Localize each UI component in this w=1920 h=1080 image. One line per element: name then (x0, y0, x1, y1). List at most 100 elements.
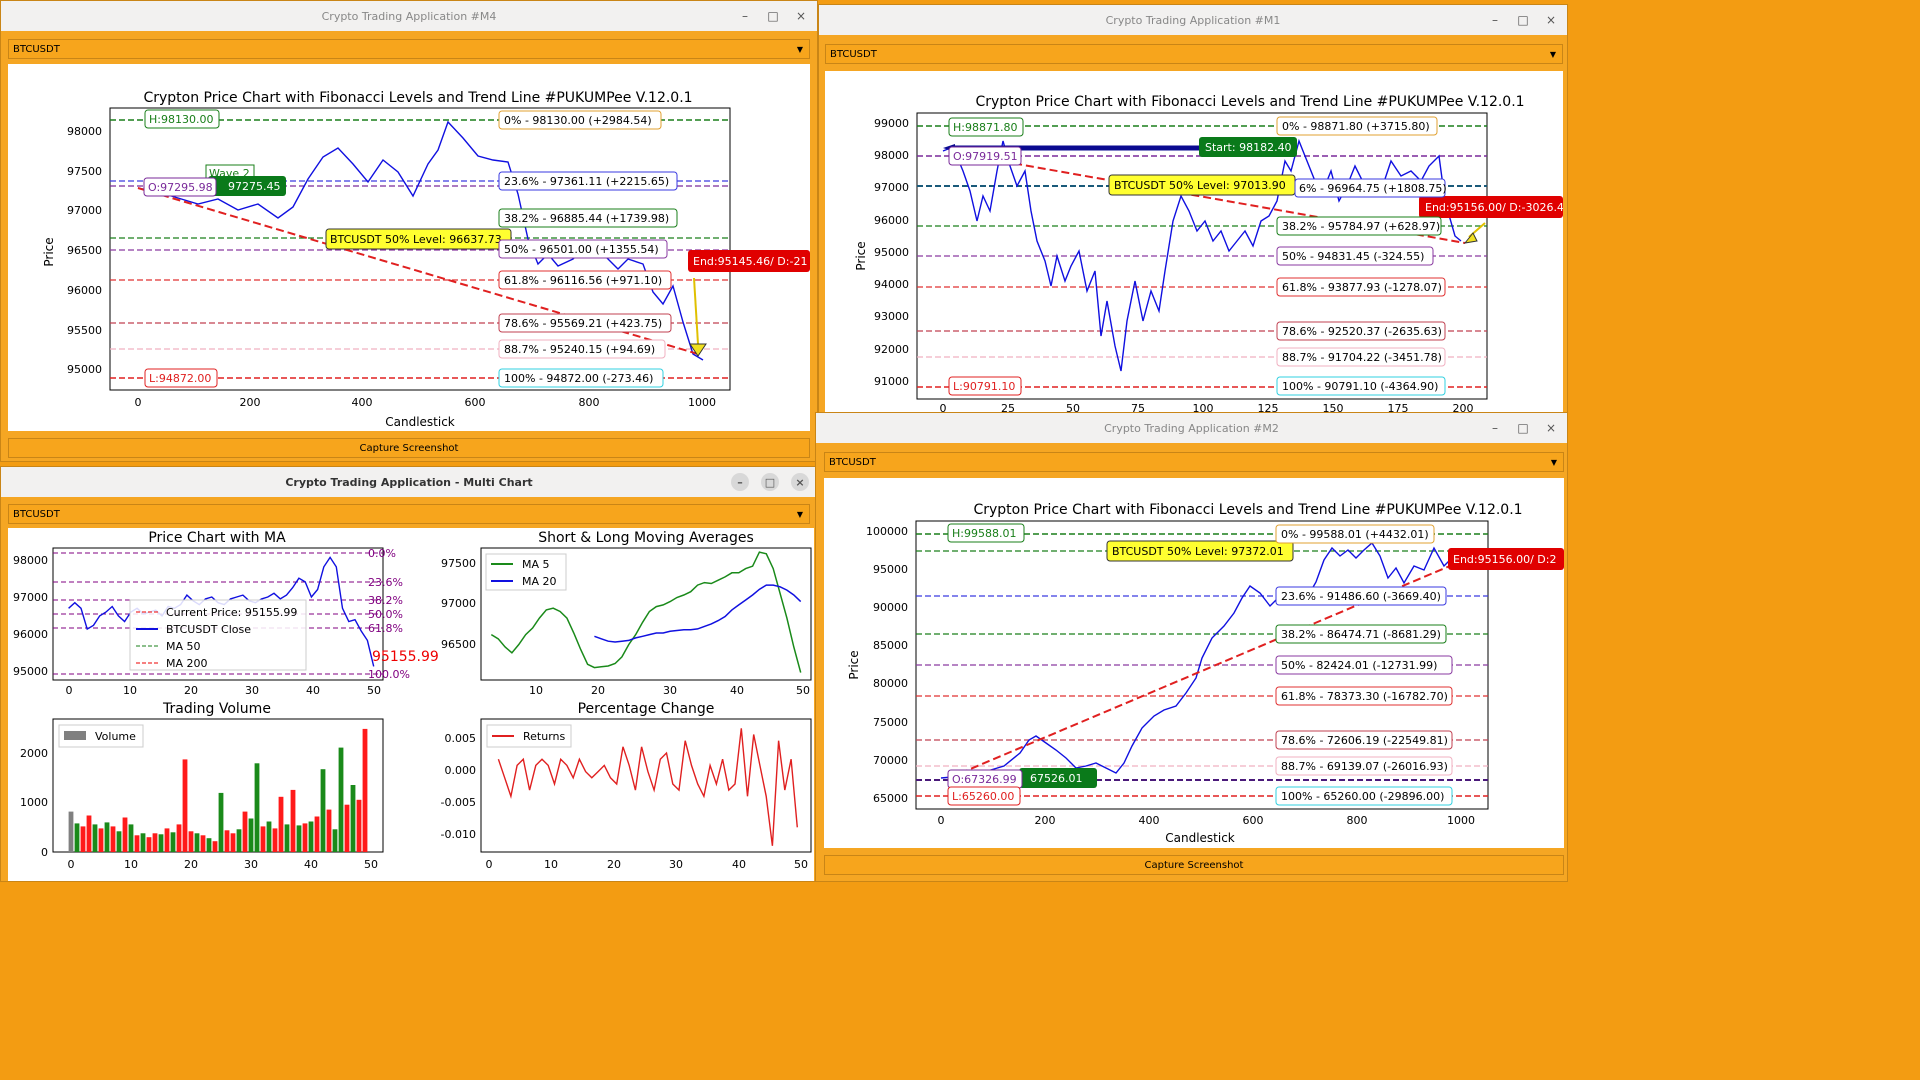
high-label: H:98871.80 (948, 117, 1024, 137)
x-tick: 40 (306, 684, 320, 697)
x-tick: 0 (68, 858, 75, 871)
volume-bar (224, 830, 230, 852)
y-tick: 96500 (67, 244, 102, 257)
x-tick: 30 (663, 684, 677, 697)
returns-line (497, 728, 798, 846)
x-tick: 150 (1323, 402, 1344, 415)
volume-bar (164, 828, 170, 852)
minimize-icon[interactable]: – (1492, 421, 1498, 435)
x-tick: 30 (669, 858, 683, 871)
volume-bar (110, 826, 116, 852)
fib-label: 50% - 94831.45 (-324.55) (1282, 250, 1424, 263)
chevron-down-icon: ▼ (1550, 457, 1557, 467)
y-tick: 97500 (441, 557, 476, 570)
volume-bar (122, 817, 128, 852)
y-tick: 1000 (20, 796, 48, 809)
maximize-icon[interactable]: □ (1517, 421, 1529, 435)
x-tick: 40 (304, 858, 318, 871)
start-label: 67526.01 (1019, 768, 1097, 788)
volume-bar (362, 728, 368, 852)
close-icon[interactable]: × (791, 473, 809, 491)
volume-bar (74, 823, 80, 852)
maximize-icon[interactable]: □ (1517, 13, 1529, 27)
titlebar-multi[interactable]: Crypto Trading Application - Multi Chart… (1, 467, 817, 497)
x-tick: 10 (124, 858, 138, 871)
x-tick: 20 (184, 858, 198, 871)
window-title: Crypto Trading Application - Multi Chart (285, 475, 533, 489)
volume-bar (104, 822, 110, 852)
window-title: Crypto Trading Application #M2 (1104, 421, 1279, 435)
current-price-text: 95155.99 (372, 649, 439, 665)
fib-pct-label: 0.0% (368, 547, 396, 560)
symbol-select[interactable]: BTCUSDT ▼ (8, 39, 810, 59)
capture-screenshot-button[interactable]: Capture Screenshot (824, 855, 1564, 875)
y-tick: 75000 (873, 716, 908, 729)
y-tick: 0.005 (445, 732, 477, 745)
low-label-text: L:90791.10 (953, 380, 1015, 393)
maximize-icon[interactable]: □ (767, 9, 779, 23)
minimize-icon[interactable]: – (1492, 13, 1498, 27)
fib-pct-label: 61.8% (368, 622, 403, 635)
fib-label: 61.8% - 93877.93 (-1278.07) (1282, 281, 1442, 294)
legend-item: Current Price: 95155.99 (166, 606, 297, 619)
chart-canvas: Crypton Price Chart with Fibonacci Level… (824, 478, 1564, 848)
close-icon[interactable]: × (1545, 421, 1557, 435)
symbol-select[interactable]: BTCUSDT ▼ (825, 44, 1563, 64)
chart-canvas: Crypton Price Chart with Fibonacci Level… (8, 64, 810, 431)
titlebar-m4[interactable]: Crypto Trading Application #M4 – □ × (1, 1, 817, 31)
window-multi: Crypto Trading Application - Multi Chart… (0, 466, 818, 882)
volume-bar (314, 816, 320, 852)
x-tick: 0 (135, 396, 142, 409)
y-tick: 2000 (20, 747, 48, 760)
fib-label: 61.8% - 78373.30 (-16782.70) (1281, 690, 1448, 703)
legend-swatch (64, 731, 86, 740)
volume-bar (212, 841, 218, 852)
chart-canvas: Crypton Price Chart with Fibonacci Level… (825, 71, 1564, 415)
y-tick: 0 (41, 846, 48, 859)
x-tick: 50 (796, 684, 810, 697)
y-tick: 97000 (441, 597, 476, 610)
capture-screenshot-button[interactable]: Capture Screenshot (8, 438, 810, 458)
fib-label: 61.8% - 96116.56 (+971.10) (504, 274, 662, 287)
y-tick: -0.010 (441, 828, 476, 841)
y-tick: -0.005 (441, 796, 476, 809)
y-tick: 99000 (874, 117, 909, 130)
fib-pct-label: 50.0% (368, 608, 403, 621)
fib-label: 0% - 99588.01 (+4432.01) (1281, 528, 1429, 541)
volume-bar (146, 837, 152, 852)
fib-label: 88.7% - 95240.15 (+94.69) (504, 343, 655, 356)
window-m1: Crypto Trading Application #M1 – □ × BTC… (818, 4, 1568, 415)
x-tick: 50 (364, 858, 378, 871)
close-icon[interactable]: × (795, 9, 807, 23)
high-label-text: H:98871.80 (953, 121, 1017, 134)
x-tick: 30 (244, 858, 258, 871)
ma5-line (490, 551, 802, 673)
legend-item: MA 50 (166, 640, 201, 653)
minimize-icon[interactable]: – (742, 9, 748, 23)
maximize-icon[interactable]: □ (761, 473, 779, 491)
x-tick: 100 (1193, 402, 1214, 415)
vol-y-ticks: 2000 1000 0 (20, 747, 48, 859)
y-tick: 93000 (874, 310, 909, 323)
fib-pct-label: 23.6% (368, 576, 403, 589)
y-ticks: 100000 95000 90000 85000 80000 75000 700… (866, 525, 908, 805)
y-tick: 80000 (873, 677, 908, 690)
y-tick: 95000 (13, 665, 48, 678)
y-tick: 65000 (873, 792, 908, 805)
titlebar-m1[interactable]: Crypto Trading Application #M1 – □ × (819, 5, 1567, 35)
symbol-select[interactable]: BTCUSDT ▼ (824, 452, 1564, 472)
fib-label: 100% - 94872.00 (-273.46) (504, 372, 653, 385)
returns-chart-title: Percentage Change (578, 701, 715, 717)
x-tick: 1000 (688, 396, 716, 409)
mid-level-label: BTCUSDT 50% Level: 97372.01 (1106, 540, 1294, 562)
minimize-icon[interactable]: – (731, 473, 749, 491)
titlebar-m2[interactable]: Crypto Trading Application #M2 – □ × (816, 413, 1567, 443)
price-line (137, 120, 704, 361)
window-title: Crypto Trading Application #M4 (321, 9, 497, 23)
volume-bar (230, 833, 236, 852)
volume-bar (326, 809, 332, 852)
start-label-text: Start: 98182.40 (1205, 141, 1292, 154)
close-icon[interactable]: × (1545, 13, 1557, 27)
price-fib-lines (53, 552, 383, 675)
symbol-select[interactable]: BTCUSDT ▼ (8, 504, 810, 524)
